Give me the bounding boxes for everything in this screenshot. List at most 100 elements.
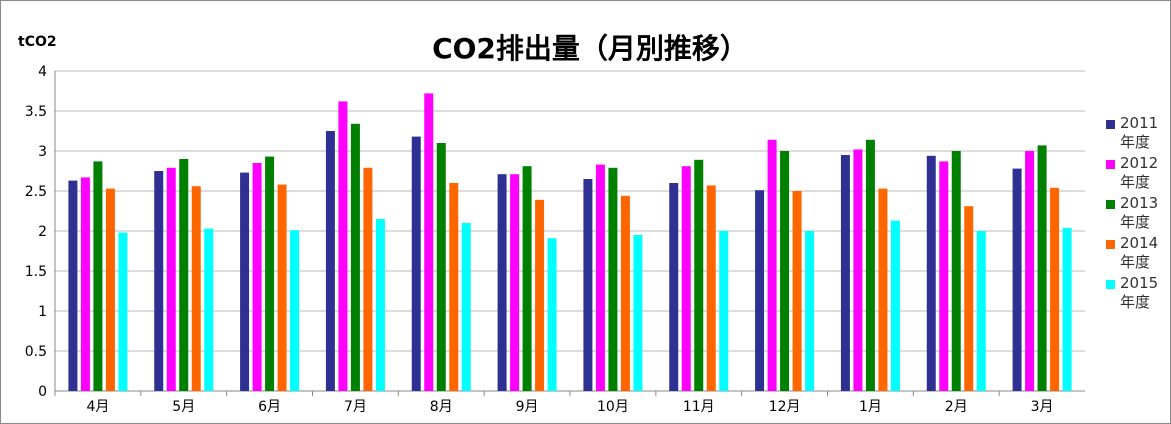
bar [522, 166, 532, 391]
x-tick-label: 7月 [344, 399, 367, 415]
bar [1037, 145, 1047, 391]
bar [1050, 187, 1060, 391]
bar [755, 190, 765, 391]
x-tick-label: 11月 [683, 399, 715, 415]
y-tick-label: 0 [38, 384, 47, 400]
bar [240, 172, 250, 391]
legend-swatch [1106, 200, 1115, 209]
bar [154, 171, 164, 391]
bar [767, 139, 777, 391]
bar [939, 161, 949, 391]
bar [436, 143, 446, 391]
x-tick-label: 8月 [430, 399, 453, 415]
x-tick-label: 1月 [859, 399, 882, 415]
bar [179, 159, 189, 391]
legend-swatch [1106, 280, 1115, 289]
x-tick-label: 12月 [769, 399, 801, 415]
bar [1062, 227, 1072, 391]
y-tick-label: 3 [38, 144, 47, 160]
bar [535, 199, 545, 391]
bar [951, 151, 961, 391]
bar [805, 231, 815, 391]
bar [80, 177, 90, 391]
bar [68, 180, 78, 391]
y-tick-label: 1.5 [25, 264, 47, 280]
x-tick-label: 5月 [172, 399, 195, 415]
bar [118, 232, 128, 391]
bar [840, 155, 850, 391]
y-tick-label: 2 [38, 224, 47, 240]
bar [547, 238, 557, 391]
bar [105, 188, 115, 391]
bar [449, 183, 459, 391]
bar [964, 206, 974, 391]
legend-item: 2014年度 [1106, 234, 1166, 272]
legend-swatch [1106, 120, 1115, 129]
legend-label: 2011年度 [1120, 114, 1159, 151]
bar [277, 184, 287, 391]
bar [620, 195, 630, 391]
bar [350, 123, 360, 392]
legend-item: 2011年度 [1106, 114, 1166, 152]
bar [853, 149, 863, 391]
y-tick-label: 4 [38, 64, 47, 80]
legend-label: 2015年度 [1120, 274, 1159, 311]
y-tick-label: 3.5 [25, 104, 47, 120]
bar [204, 228, 214, 391]
x-tick-label: 2月 [945, 399, 968, 415]
bar [93, 161, 103, 391]
bar [926, 155, 936, 391]
x-tick-label: 10月 [597, 399, 629, 415]
y-tick-label: 2.5 [25, 184, 47, 200]
bar [608, 167, 618, 391]
bar [363, 167, 373, 391]
bar [595, 164, 605, 391]
bar [290, 230, 300, 391]
bar [252, 163, 262, 391]
bar [1025, 151, 1035, 391]
bar [681, 166, 691, 391]
bar [878, 188, 888, 391]
x-tick-label: 3月 [1031, 399, 1054, 415]
x-tick-label: 4月 [86, 399, 109, 415]
y-tick-label: 0.5 [25, 344, 47, 360]
legend-label: 2012年度 [1120, 154, 1159, 191]
legend-swatch [1106, 160, 1115, 169]
bar [694, 159, 704, 391]
legend-item: 2015年度 [1106, 274, 1166, 312]
x-tick-label: 6月 [258, 399, 281, 415]
bar [890, 220, 900, 391]
legend: 2011年度 2012年度 2013年度 2014年度 2015年度 [1106, 114, 1166, 314]
legend-label: 2013年度 [1120, 194, 1159, 231]
bar [633, 235, 643, 391]
bar [375, 219, 385, 391]
bar [583, 179, 593, 391]
x-tick-label: 9月 [516, 399, 539, 415]
bar [166, 167, 176, 391]
bar [510, 174, 520, 391]
legend-item: 2012年度 [1106, 154, 1166, 192]
chart-title: CO2排出量（月別推移） [432, 32, 748, 65]
legend-label: 2014年度 [1120, 234, 1159, 271]
bar [976, 231, 986, 391]
bar [780, 151, 790, 391]
bar [1012, 168, 1022, 391]
bar [706, 185, 716, 391]
bar [497, 174, 507, 391]
bar [325, 131, 335, 391]
bar [424, 93, 434, 392]
y-axis-label: tCO2 [18, 34, 57, 50]
y-tick-label: 1 [38, 304, 47, 320]
legend-item: 2013年度 [1106, 194, 1166, 232]
bar [265, 156, 275, 391]
bar [669, 183, 679, 391]
bar [719, 231, 729, 391]
bar [338, 101, 348, 392]
bar [411, 136, 421, 391]
legend-swatch [1106, 240, 1115, 249]
bar [191, 186, 201, 391]
bar [865, 139, 875, 391]
bar [792, 191, 802, 391]
